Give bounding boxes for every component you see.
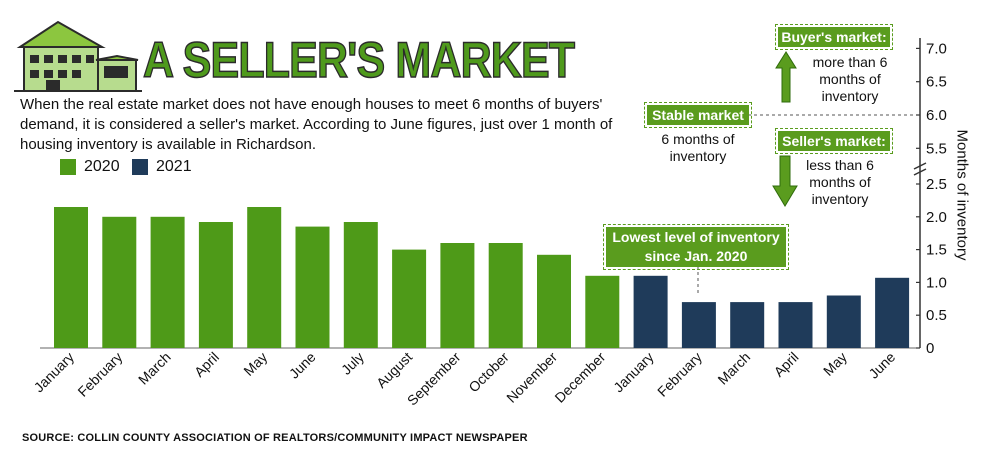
- x-tick-label: April: [191, 349, 222, 380]
- legend-label-2020: 2020: [84, 158, 120, 175]
- stable-market-tag: Stable market: [644, 102, 752, 128]
- bar-2020-june: [295, 226, 330, 348]
- y-tick-label: 5.5: [926, 140, 947, 157]
- bar-2020-july: [343, 222, 378, 348]
- y-tick-label: 2.0: [926, 209, 947, 226]
- bar-2021-march: [730, 302, 765, 348]
- x-tick-label: July: [338, 349, 367, 378]
- x-tick-label: December: [551, 349, 608, 406]
- buyers-market-text: more than 6 months of inventory: [812, 54, 888, 104]
- legend-label-2021: 2021: [156, 158, 192, 175]
- sellers-market-tag: Seller's market:: [775, 128, 893, 154]
- up-arrow-icon: [775, 51, 797, 103]
- lowest-inventory-annotation: Lowest level of inventory since Jan. 202…: [603, 224, 789, 270]
- y-tick-label: 1.5: [926, 242, 947, 259]
- y-tick-label: 2.5: [926, 176, 947, 193]
- bar-2020-september: [440, 243, 475, 348]
- bar-2020-october: [488, 243, 523, 348]
- x-tick-label: January: [610, 349, 657, 396]
- bar-2020-march: [150, 216, 185, 348]
- x-tick-label: March: [714, 349, 753, 388]
- x-tick-label: September: [404, 349, 464, 409]
- y-tick-label: 0.5: [926, 307, 947, 324]
- bar-2020-may: [247, 207, 282, 348]
- description: When the real estate market does not hav…: [20, 96, 613, 153]
- bar-2020-february: [102, 216, 137, 348]
- bar-2020-january: [54, 207, 88, 348]
- buyers-market-tag: Buyer's market:: [775, 24, 893, 50]
- bar-2021-april: [778, 302, 813, 348]
- bar-2021-may: [826, 295, 861, 348]
- y-tick-label: 0: [926, 340, 934, 357]
- x-tick-label: February: [74, 349, 125, 400]
- y-tick-label: 1.0: [926, 274, 947, 291]
- legend-item-2021: 2021: [132, 158, 192, 176]
- legend-item-2020: 2020: [60, 158, 120, 176]
- down-arrow-icon: [772, 155, 798, 207]
- bar-2021-february: [681, 302, 716, 348]
- y-axis-title: Months of inventory: [953, 129, 971, 261]
- x-tick-label: October: [465, 349, 512, 396]
- bar-2021-june: [875, 277, 910, 348]
- x-tick-label: June: [286, 349, 319, 382]
- bar-2021-january: [633, 275, 668, 348]
- x-tick-label: November: [503, 349, 560, 406]
- x-tick-label: May: [820, 349, 850, 379]
- source-note: SOURCE: COLLIN COUNTY ASSOCIATION OF REA…: [22, 432, 528, 444]
- bar-2020-april: [198, 222, 233, 348]
- x-tick-label: February: [654, 349, 705, 400]
- page-title: A SELLER'S MARKET: [142, 31, 575, 89]
- y-tick-label: 7.0: [926, 40, 947, 57]
- x-tick-label: January: [31, 349, 78, 396]
- x-tick-label: April: [770, 349, 801, 380]
- x-tick-label: August: [373, 349, 415, 391]
- bar-2020-november: [537, 254, 571, 348]
- x-tick-label: March: [135, 349, 174, 388]
- bar-2020-december: [585, 275, 620, 348]
- legend-swatch-2020: [60, 159, 76, 175]
- axis-break-icon: [913, 162, 927, 176]
- x-tick-label: June: [865, 349, 898, 382]
- bar-2020-august: [392, 249, 427, 348]
- x-tick-label: May: [240, 349, 270, 379]
- house-icon: [14, 20, 142, 92]
- sellers-market-text: less than 6 months of inventory: [806, 157, 874, 207]
- y-tick-label: 6.0: [926, 107, 947, 124]
- stable-market-text: 6 months of inventory: [661, 131, 735, 164]
- y-tick-label: 6.5: [926, 74, 947, 91]
- legend-swatch-2021: [132, 159, 148, 175]
